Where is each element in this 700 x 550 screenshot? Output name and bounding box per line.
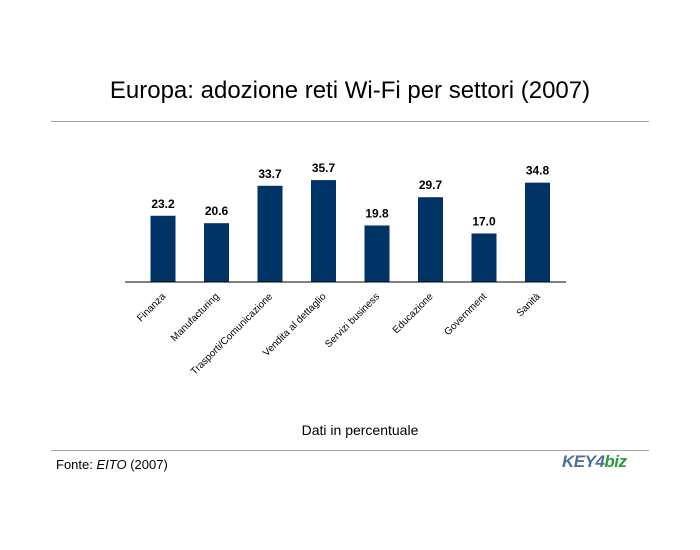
value-label-2: 33.7 xyxy=(258,167,282,181)
bar-6 xyxy=(471,233,497,282)
value-label-3: 35.7 xyxy=(312,161,336,175)
value-label-5: 29.7 xyxy=(419,178,443,192)
source-note: Fonte: EITO (2007) xyxy=(56,457,168,472)
value-label-1: 20.6 xyxy=(205,204,229,218)
bar-2 xyxy=(257,185,283,282)
top-divider xyxy=(51,121,649,122)
value-label-0: 23.2 xyxy=(151,197,175,211)
bar-0 xyxy=(150,215,176,282)
value-label-4: 19.8 xyxy=(365,206,389,220)
category-label-6: Government xyxy=(442,291,489,338)
source-suffix: (2007) xyxy=(126,457,168,472)
category-labels-layer: Finanza ManufacturingTrasporti/Comunicazi… xyxy=(135,291,543,377)
value-label-6: 17.0 xyxy=(472,214,496,228)
source-prefix: Fonte: xyxy=(56,457,97,472)
value-labels-layer: 23.2 20.6 33.7 35.7 19.8 29.7 17.0 34.8 xyxy=(151,161,549,228)
value-label-7: 34.8 xyxy=(526,164,550,178)
bar-5 xyxy=(418,197,443,282)
units-note: Dati in percentuale xyxy=(301,422,419,438)
category-label-5: Educazione xyxy=(391,291,436,336)
key4biz-logo: KEY4biz xyxy=(562,452,627,472)
bar-7 xyxy=(525,182,550,282)
source-name: EITO xyxy=(96,457,127,472)
chart-title: Europa: adozione reti Wi-Fi per settori … xyxy=(109,77,591,104)
category-label-4: Servizi business xyxy=(323,291,382,350)
bar-3 xyxy=(311,180,336,282)
category-label-1: Manufacturing xyxy=(169,291,222,344)
logo-part2: biz xyxy=(604,452,627,471)
bar-1 xyxy=(204,223,229,282)
category-label-0: Finanza xyxy=(135,291,168,324)
bar-chart: 23.2 20.6 33.7 35.7 19.8 29.7 17.0 34.8 Finanza… xyxy=(125,161,566,377)
category-label-7: Sanità xyxy=(515,291,543,319)
bars-layer xyxy=(150,180,550,282)
bottom-divider xyxy=(51,450,649,451)
bar-4 xyxy=(364,225,390,282)
logo-part1: KEY4 xyxy=(562,452,605,471)
